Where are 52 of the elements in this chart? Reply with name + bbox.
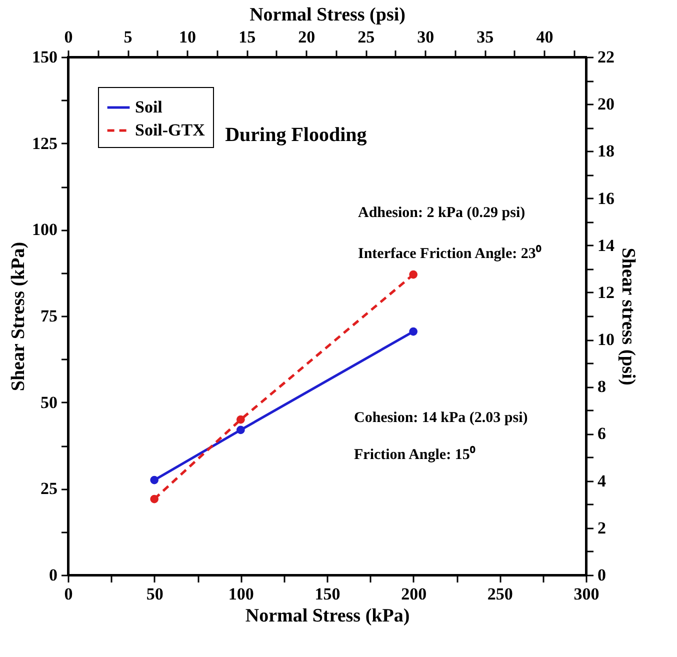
x2-tick-label: 15 [238, 28, 256, 46]
point [236, 415, 245, 424]
annotation: Friction Angle: 15⁰ [354, 445, 476, 463]
x2-tick-label: 0 [64, 28, 73, 46]
x-tick-label: 200 [401, 584, 427, 604]
x-tick-label: 50 [146, 584, 164, 604]
y-axis-title: Shear Stress (kPa) [8, 242, 29, 392]
point [150, 476, 159, 484]
y2-tick-label: 2 [598, 518, 606, 538]
x2-tick-label: 30 [417, 28, 434, 46]
annotation: Adhesion: 2 kPa (0.29 psi) [358, 205, 526, 221]
y2-tick-label: 0 [598, 566, 606, 584]
x-tick-label: 150 [314, 584, 340, 604]
point [236, 426, 245, 434]
y2-tick-label: 16 [598, 188, 614, 208]
y2-tick-label: 10 [598, 330, 614, 350]
legend-label: Soil-GTX [135, 120, 206, 140]
annotation: During Flooding [225, 124, 367, 146]
x2-tick-label: 5 [124, 28, 132, 46]
y2-tick-label: 4 [598, 471, 606, 490]
y2-tick-label: 12 [598, 282, 614, 302]
x-axis-title: Normal Stress (kPa) [245, 606, 410, 626]
point [150, 494, 159, 504]
y2-axis-title: Shear stress (psi) [618, 248, 638, 386]
x2-tick-label: 40 [536, 28, 554, 46]
point [409, 327, 418, 336]
x-tick-label: 100 [228, 584, 254, 604]
y-tick-label: 25 [40, 479, 58, 498]
y-tick-label: 125 [32, 134, 58, 153]
x2-axis-title: Normal Stress (psi) [250, 4, 406, 26]
y-tick-label: 150 [32, 48, 58, 66]
y2-tick-label: 18 [598, 142, 614, 161]
y-tick-label: 100 [32, 220, 58, 240]
y2-tick-label: 20 [598, 94, 614, 114]
x2-tick-label: 25 [358, 28, 375, 46]
x2-tick-label: 20 [298, 28, 316, 46]
y2-tick-label: 14 [598, 236, 615, 255]
annotation: Cohesion: 14 kPa (2.03 psi) [354, 410, 528, 426]
x2-tick-label: 10 [179, 28, 196, 46]
y-tick-label: 0 [49, 566, 58, 584]
y-tick-label: 50 [40, 392, 58, 412]
x2-tick-label: 35 [476, 28, 494, 46]
x-tick-label: 300 [574, 584, 600, 604]
y2-tick-label: 6 [598, 424, 606, 444]
y2-tick-label: 22 [598, 48, 614, 66]
x-tick-label: 0 [64, 584, 73, 604]
legend-label: Soil [135, 98, 163, 116]
x-tick-label: 250 [487, 584, 513, 604]
point [409, 270, 418, 279]
annotation: Interface Friction Angle: 23⁰ [358, 244, 542, 262]
y-tick-label: 75 [40, 306, 58, 326]
y2-tick-label: 8 [598, 377, 606, 396]
